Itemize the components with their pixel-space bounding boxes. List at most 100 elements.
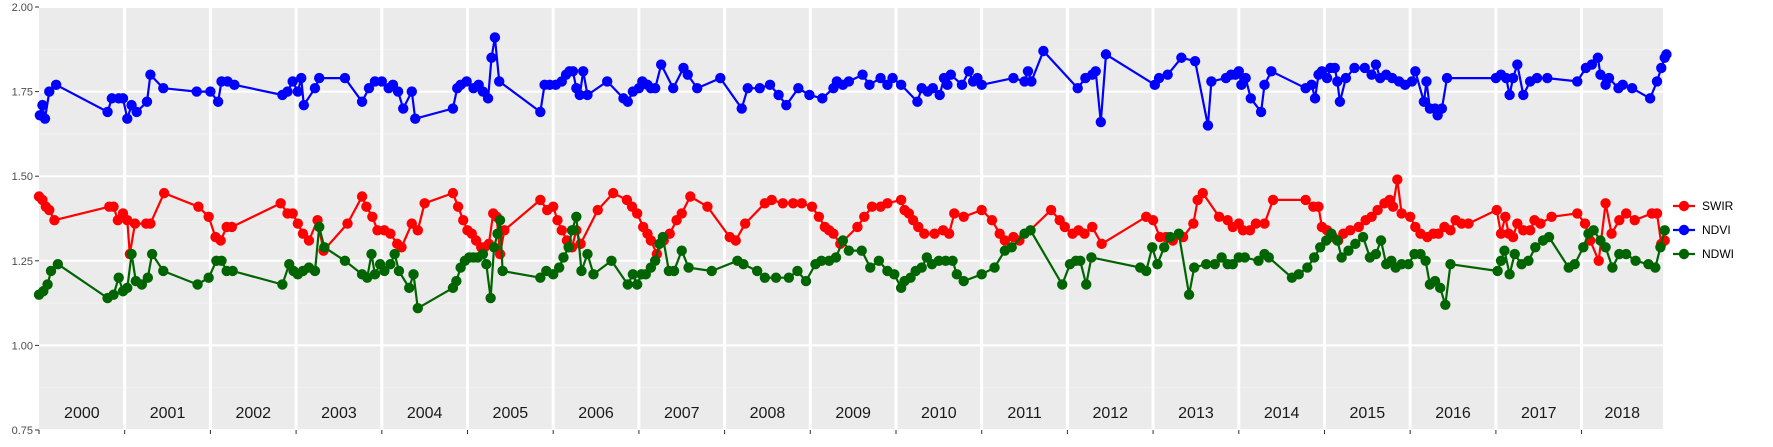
swir-point [1353,221,1364,233]
ndvi-point [447,103,459,114]
ndvi-point [764,79,776,91]
year-label: 2010 [921,405,957,422]
swir-point [607,187,619,199]
swir-point [1366,211,1377,223]
swir-point [1250,218,1262,229]
ndvi-point [895,79,907,91]
ndvi-point [494,76,505,87]
ndwi-point [1326,228,1337,239]
ndwi-point [494,214,506,226]
ndvi-point [934,89,945,101]
year-label: 2018 [1604,405,1640,422]
y-tick-label: 1.25 [12,256,33,268]
legend-item: NDWI [1673,247,1734,261]
ndwi-point [113,272,124,283]
ndwi-point [1293,269,1304,280]
ndwi-point [1504,269,1515,280]
ndwi-point [1530,242,1541,253]
swir-point [361,201,372,212]
swir-point [1396,208,1407,219]
ndwi-point [1239,252,1250,263]
swir-point [1259,218,1270,229]
ndwi-point [314,221,325,233]
swir-point [1244,225,1256,236]
swir-point [1267,194,1279,206]
ndwi-point [277,279,288,290]
ndwi-point [158,265,169,277]
swir-point [193,201,204,212]
swir-point [1433,228,1444,239]
ndwi-point [759,272,771,283]
ndvi-point [601,76,613,87]
ndwi-point [865,262,876,273]
ndwi-point [1081,279,1092,290]
ndwi-point [1655,242,1666,253]
ndwi-point [1332,235,1343,246]
ndwi-point [408,269,419,280]
swir-point [535,194,546,206]
swir-point [356,191,368,202]
ndvi-point [1026,76,1037,87]
ndvi-point [736,103,747,114]
ndwi-point [389,248,400,260]
ndwi-point [492,228,503,239]
swir-point [1614,214,1625,226]
ndwi-point [1216,252,1227,263]
swir-point [1651,208,1663,219]
ndvi-point [574,89,585,101]
ndvi-point [1240,72,1251,84]
swir-point [385,228,396,239]
legend-label: NDWI [1702,247,1734,261]
ndvi-point [339,72,351,84]
ndvi-point [1309,93,1321,104]
ndwi-point [989,262,1000,273]
swir-point [1629,214,1640,226]
ndwi-point [1343,245,1354,256]
ndwi-point [770,272,782,283]
year-label: 2016 [1435,405,1471,422]
ndwi-point [1630,255,1641,266]
ndwi-point [947,255,958,266]
ndvi-point [1592,52,1604,63]
swir-point [44,204,55,216]
ndvi-point [212,96,224,107]
y-tick-label: 1.00 [12,340,33,352]
ndwi-point [339,255,351,266]
swir-point [49,214,60,226]
legend-key-point [1678,224,1690,236]
swir-point [303,235,315,246]
swir-point [1079,228,1090,239]
ndvi-point [1162,69,1173,80]
ndwi-point [1201,258,1212,270]
swir-point [631,208,643,219]
ndvi-point [843,76,855,87]
ndwi-point [1309,252,1320,263]
x-axis [38,430,1583,434]
ndwi-point [1227,258,1238,270]
ndwi-point [1659,225,1670,236]
swir-point [275,198,286,209]
ndvi-point [287,76,298,87]
ndvi-point [39,113,51,124]
ndwi-point [1370,248,1382,260]
ndwi-point [668,265,680,277]
ndvi-point [117,93,129,104]
ndvi-point [864,79,875,91]
ndvi-point [1349,62,1360,74]
swir-point [1600,198,1611,209]
swir-point [1535,218,1546,229]
ndvi-point [1153,72,1165,84]
ndwi-point [1403,258,1414,270]
ndvi-point [44,86,55,97]
ndwi-point [706,265,717,277]
ndwi-point [216,255,227,266]
ndvi-point [956,79,968,91]
year-label: 2012 [1092,405,1128,422]
swir-point [1524,225,1536,236]
ndvi-point [927,83,939,94]
swir-point [1495,228,1507,239]
ndwi-point [558,252,569,263]
ndvi-point [1418,96,1430,107]
ndvi-point [1266,66,1277,77]
ndvi-point [314,72,325,84]
